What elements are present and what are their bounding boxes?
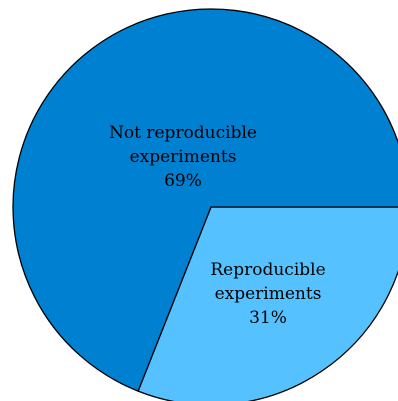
- pie-slices: [12, 8, 398, 401]
- slice-label-line: Not reproducible: [109, 123, 257, 143]
- label-reproducible: Reproducible experiments 31%: [210, 260, 325, 328]
- slice-reproducible: [137, 206, 398, 401]
- slice-label-line: experiments: [215, 284, 322, 304]
- slice-not-reproducible: [12, 8, 398, 392]
- label-not-reproducible: Not reproducible experiments 69%: [109, 123, 257, 191]
- slice-percent-label: 31%: [249, 308, 287, 328]
- slice-label-line: Reproducible: [210, 260, 325, 280]
- slice-label-line: experiments: [130, 147, 237, 167]
- slice-percent-label: 69%: [164, 171, 202, 191]
- pie-labels: Not reproducible experiments 69% Reproducib…: [109, 123, 326, 328]
